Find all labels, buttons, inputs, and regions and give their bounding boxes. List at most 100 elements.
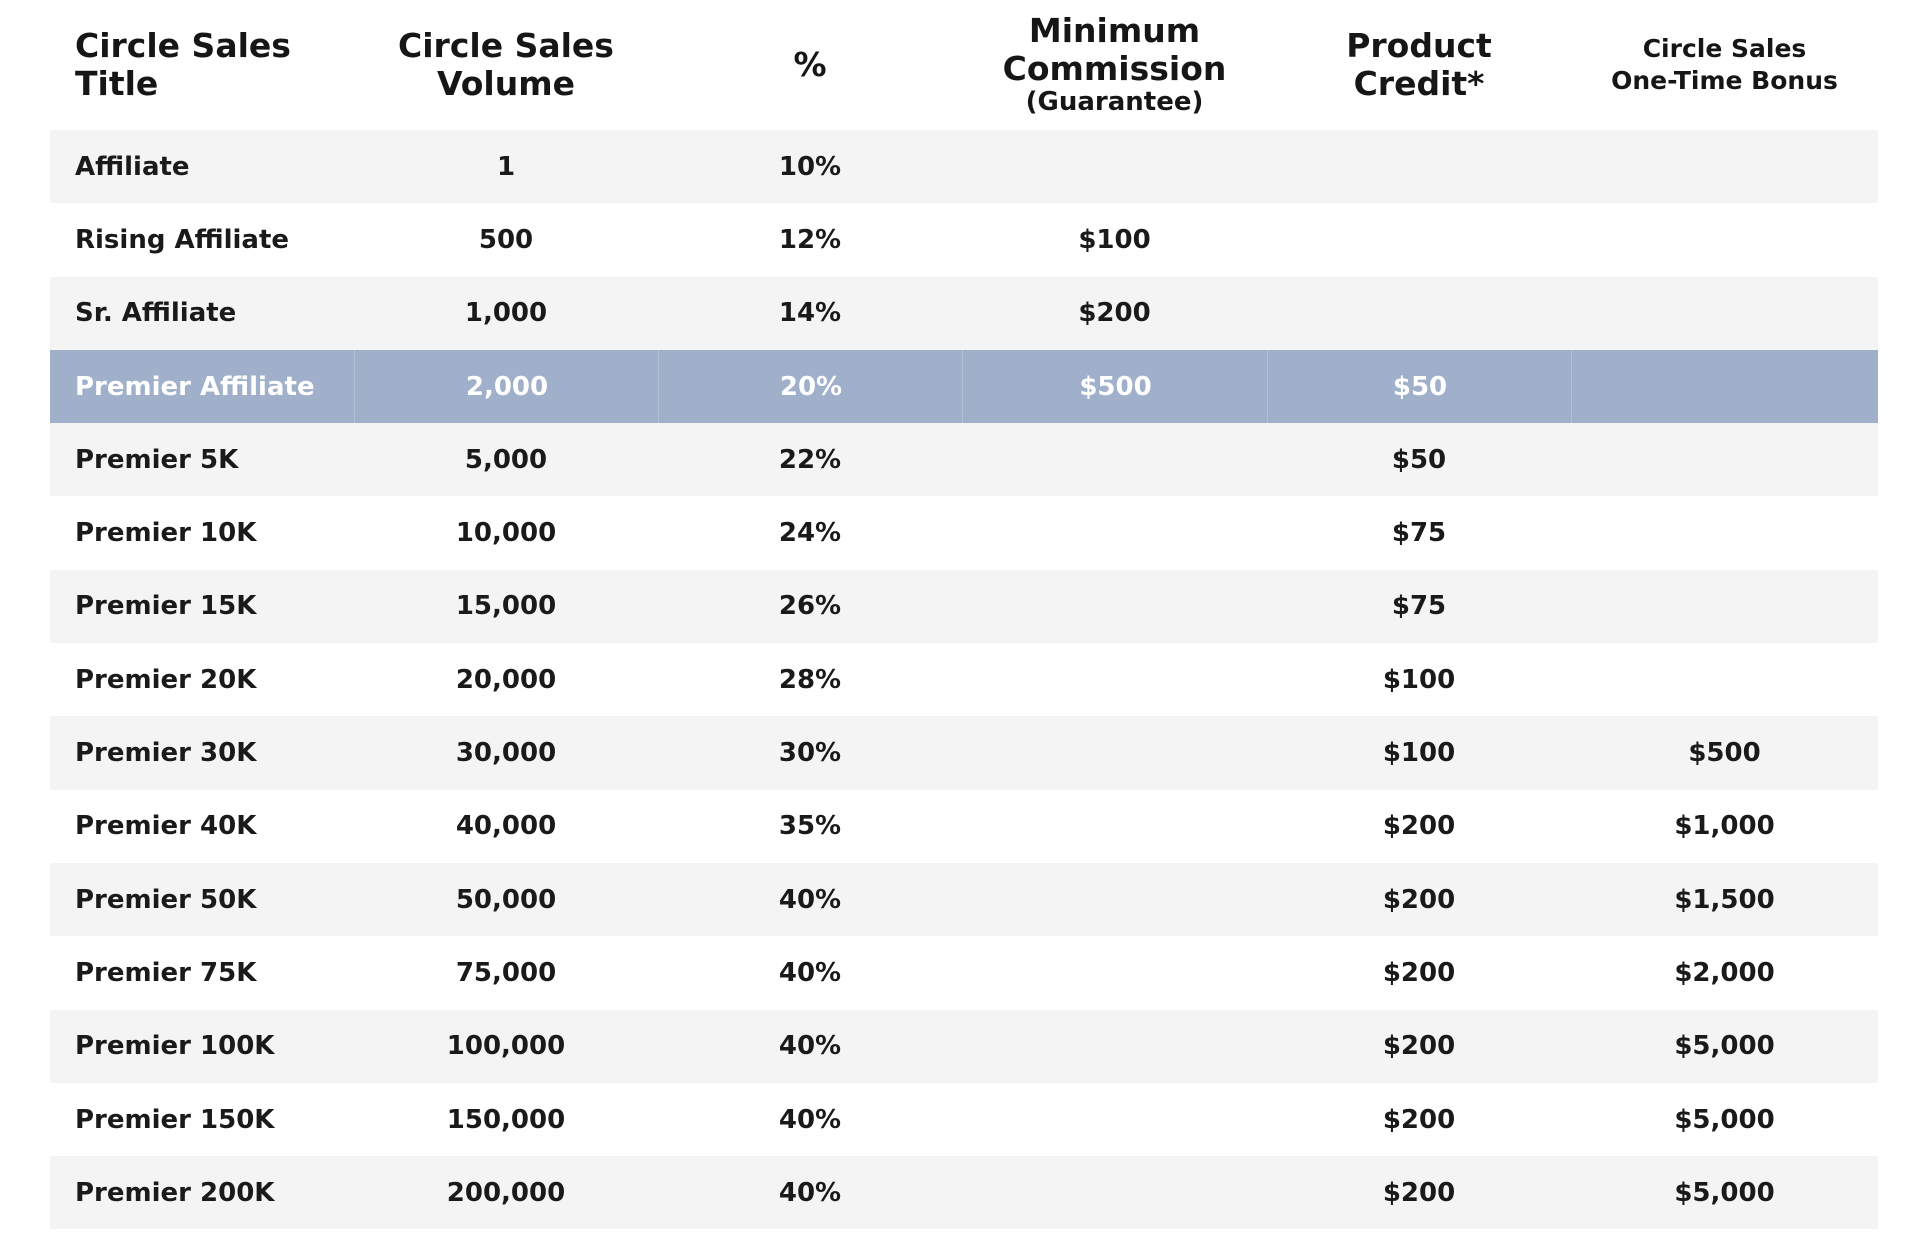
cell-product-credit: $200 — [1382, 1031, 1456, 1062]
cell-percent: 40% — [778, 884, 842, 915]
cell-title: Premier 20K — [75, 664, 257, 695]
cell-min-commission — [962, 1010, 1267, 1083]
cell-product-credit: $200 — [1382, 957, 1456, 988]
table-row: Premier 10K 10,000 24% $75 — [50, 496, 1878, 570]
cell-percent: 40% — [778, 957, 842, 988]
header-title-line2: Title — [75, 64, 159, 103]
cell-bonus — [1571, 643, 1878, 716]
header-bonus-line2: One-Time Bonus — [1611, 66, 1838, 95]
cell-volume: 30,000 — [455, 738, 557, 769]
cell-bonus: $5,000 — [1674, 1177, 1775, 1208]
cell-percent: 28% — [778, 664, 842, 695]
table-row: Affiliate 1 10% — [50, 130, 1878, 204]
cell-percent: 24% — [778, 518, 842, 549]
header-one-time-bonus: Circle Sales One-Time Bonus — [1571, 0, 1878, 130]
cell-product-credit: $200 — [1382, 884, 1456, 915]
cell-volume: 10,000 — [455, 518, 557, 549]
cell-product-credit: $200 — [1382, 1104, 1456, 1135]
cell-bonus: $5,000 — [1674, 1031, 1775, 1062]
cell-volume: 150,000 — [446, 1104, 566, 1135]
cell-title: Premier Affiliate — [75, 371, 315, 402]
cell-bonus — [1571, 203, 1878, 276]
table-row-highlighted: Premier Affiliate 2,000 20% $500 $50 — [50, 349, 1878, 424]
cell-bonus — [1571, 423, 1878, 496]
table-row: Rising Affiliate 500 12% $100 — [50, 203, 1878, 277]
cell-min-commission: $500 — [962, 349, 1268, 424]
cell-title: Sr. Affiliate — [75, 298, 237, 329]
table-row: Premier 200K 200,000 40% $200 $5,000 — [50, 1156, 1878, 1230]
table-row: Premier 5K 5,000 22% $50 — [50, 423, 1878, 497]
cell-percent: 40% — [778, 1104, 842, 1135]
cell-volume: 1,000 — [464, 298, 548, 329]
header-min-commission: Minimum Commission (Guarantee) — [962, 0, 1267, 130]
cell-min-commission — [962, 1083, 1267, 1156]
header-title: Circle Sales Title — [75, 0, 355, 130]
header-percent: % — [658, 0, 962, 130]
cell-min-commission — [962, 863, 1267, 936]
cell-volume: 200,000 — [446, 1177, 566, 1208]
cell-min-commission — [962, 1156, 1267, 1229]
table-body: Affiliate 1 10% Rising Affiliate 500 12% $100 S… — [50, 130, 1878, 1230]
cell-product-credit: $75 — [1391, 591, 1447, 622]
cell-min-commission — [962, 423, 1267, 496]
cell-min-commission — [962, 130, 1267, 203]
cell-min-commission — [962, 570, 1267, 643]
cell-title: Premier 40K — [75, 811, 257, 842]
commission-table: Circle Sales Title Circle Sales Volume %… — [50, 0, 1878, 1230]
cell-product-credit — [1267, 277, 1571, 350]
table-row: Premier 50K 50,000 40% $200 $1,500 — [50, 862, 1878, 937]
cell-product-credit — [1267, 130, 1571, 203]
cell-product-credit: $100 — [1382, 738, 1456, 769]
table-row: Sr. Affiliate 1,000 14% $200 — [50, 276, 1878, 350]
cell-volume: 1 — [496, 151, 516, 182]
cell-volume: 50,000 — [455, 884, 557, 915]
cell-percent: 10% — [778, 151, 842, 182]
cell-percent: 40% — [778, 1177, 842, 1208]
cell-title: Premier 75K — [75, 957, 257, 988]
header-min-line3: (Guarantee) — [1025, 86, 1204, 117]
cell-min-commission: $200 — [1078, 298, 1151, 329]
cell-min-commission — [962, 643, 1267, 716]
cell-bonus: $2,000 — [1674, 957, 1775, 988]
cell-min-commission — [962, 790, 1267, 863]
header-volume: Circle Sales Volume — [354, 0, 658, 130]
cell-title: Rising Affiliate — [75, 224, 290, 255]
cell-min-commission — [962, 496, 1267, 569]
cell-bonus — [1571, 570, 1878, 643]
cell-title: Premier 50K — [75, 884, 257, 915]
cell-min-commission — [962, 936, 1267, 1009]
cell-title: Affiliate — [75, 151, 190, 182]
cell-min-commission — [962, 716, 1267, 789]
header-credit-line1: Product — [1346, 26, 1492, 66]
cell-volume: 15,000 — [455, 591, 557, 622]
cell-bonus: $500 — [1688, 738, 1761, 769]
header-bonus-line1: Circle Sales — [1642, 33, 1807, 63]
cell-title: Premier 15K — [75, 591, 257, 622]
table-row: Premier 40K 40,000 35% $200 $1,000 — [50, 789, 1878, 863]
cell-product-credit: $50 — [1267, 349, 1572, 424]
header-volume-line1: Circle Sales — [398, 26, 614, 66]
cell-title: Premier 100K — [75, 1031, 275, 1062]
cell-title: Premier 10K — [75, 518, 257, 549]
table-row: Premier 100K 100,000 40% $200 $5,000 — [50, 1009, 1878, 1083]
cell-bonus — [1571, 277, 1878, 350]
cell-title: Premier 200K — [75, 1177, 275, 1208]
cell-product-credit: $200 — [1382, 811, 1456, 842]
table-row: Premier 150K 150,000 40% $200 $5,000 — [50, 1082, 1878, 1157]
cell-bonus: $1,000 — [1674, 811, 1775, 842]
cell-product-credit: $100 — [1382, 664, 1456, 695]
cell-volume: 500 — [478, 224, 534, 255]
cell-product-credit: $200 — [1382, 1177, 1456, 1208]
cell-volume: 75,000 — [455, 957, 557, 988]
header-product-credit: Product Credit* — [1267, 0, 1571, 130]
cell-percent: 30% — [778, 738, 842, 769]
cell-bonus — [1571, 130, 1878, 203]
cell-volume: 40,000 — [455, 811, 557, 842]
cell-min-commission: $100 — [1078, 224, 1151, 255]
cell-volume: 5,000 — [464, 444, 548, 475]
table-row: Premier 20K 20,000 28% $100 — [50, 643, 1878, 717]
header-credit-line2: Credit* — [1353, 64, 1485, 103]
cell-title: Premier 5K — [75, 444, 239, 475]
cell-percent: 12% — [778, 224, 842, 255]
table-row: Premier 30K 30,000 30% $100 $500 — [50, 716, 1878, 790]
